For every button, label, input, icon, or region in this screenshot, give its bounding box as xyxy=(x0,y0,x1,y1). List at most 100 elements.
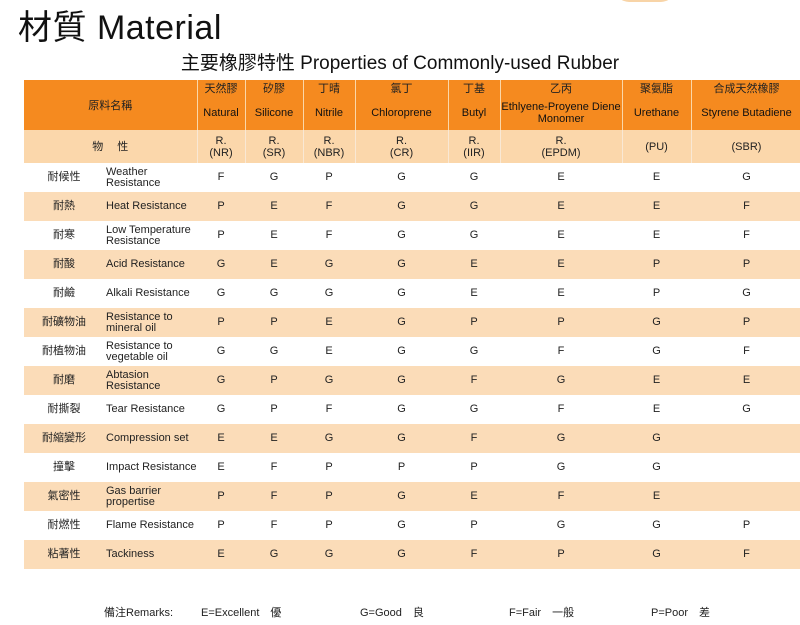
rating-cell: E xyxy=(303,308,355,337)
rating-cell: G xyxy=(500,453,622,482)
column-code-4: R. (CR) xyxy=(355,130,449,163)
rating-cell: G xyxy=(303,279,355,308)
rating-cell: P xyxy=(197,482,245,511)
property-name-en: Weather Resistance xyxy=(104,163,197,192)
column-en-2: Silicone xyxy=(245,96,304,130)
rating-cell: G xyxy=(355,395,448,424)
rating-cell xyxy=(691,482,800,511)
rating-cell: G xyxy=(355,424,448,453)
column-code-6: R. (EPDM) xyxy=(500,130,623,163)
column-zh-6: 乙丙 xyxy=(500,80,623,96)
physical-property-header: 物 性 xyxy=(24,130,198,163)
rating-cell: P xyxy=(448,511,500,540)
property-name-zh: 氣密性 xyxy=(24,482,104,511)
property-name-zh: 耐酸 xyxy=(24,250,104,279)
rating-cell: G xyxy=(303,250,355,279)
rating-cell: F xyxy=(691,221,800,250)
header-code-row: 物 性 R. (NR) R. (SR) R. (NBR) R. (CR) R. (IIR) R. (E… xyxy=(24,130,800,163)
property-name-en: Tackiness xyxy=(104,540,197,569)
rating-cell: P xyxy=(622,279,691,308)
rating-cell: G xyxy=(691,395,800,424)
property-row: 耐燃性 Flame Resistance P F P G P G G P xyxy=(24,511,800,540)
column-en-4: Chloroprene xyxy=(355,96,449,130)
rating-cell: E xyxy=(500,221,622,250)
rating-cell: E xyxy=(245,250,303,279)
rating-cell: E xyxy=(197,424,245,453)
rating-cell: P xyxy=(500,540,622,569)
column-en-7: Urethane xyxy=(622,96,692,130)
decorative-arc xyxy=(615,0,675,2)
property-name-en: Abtasion Resistance xyxy=(104,366,197,395)
rating-cell: E xyxy=(622,366,691,395)
rating-cell: F xyxy=(448,424,500,453)
rating-cell: G xyxy=(355,511,448,540)
property-row: 撞擊 Impact Resistance E F P P P G G xyxy=(24,453,800,482)
page-title: 材質 Material xyxy=(18,9,222,47)
property-name-en: Gas barrier propertise xyxy=(104,482,197,511)
rating-cell: G xyxy=(355,540,448,569)
column-code-line2: (CR) xyxy=(389,146,414,159)
rating-cell: E xyxy=(448,279,500,308)
rating-cell: G xyxy=(355,366,448,395)
rating-cell: P xyxy=(197,192,245,221)
rating-cell: G xyxy=(691,163,800,192)
property-name-en: Resistance to mineral oil xyxy=(104,308,197,337)
column-code-2: R. (SR) xyxy=(245,130,304,163)
property-name-zh: 耐寒 xyxy=(24,221,104,250)
rating-cell: G xyxy=(197,337,245,366)
column-en-8: Styrene Butadiene xyxy=(691,96,800,130)
column-code-line2: (SBR) xyxy=(731,140,762,153)
rating-cell: P xyxy=(197,511,245,540)
rating-cell: P xyxy=(303,453,355,482)
rating-cell: F xyxy=(500,482,622,511)
rating-cell: G xyxy=(622,308,691,337)
rating-cell: F xyxy=(448,540,500,569)
property-name-en: Alkali Resistance xyxy=(104,279,197,308)
rating-cell: G xyxy=(355,221,448,250)
legend-poor: P=Poor 差 xyxy=(651,607,710,619)
column-zh-3: 丁晴 xyxy=(303,80,356,96)
column-en-5: Butyl xyxy=(448,96,501,130)
rating-cell: E xyxy=(303,337,355,366)
rating-cell: F xyxy=(448,366,500,395)
legend-fair: F=Fair 一般 xyxy=(509,607,575,619)
material-name-header: 原料名稱 xyxy=(24,80,198,130)
rating-cell: P xyxy=(245,308,303,337)
rating-cell: G xyxy=(691,279,800,308)
rating-cell: P xyxy=(303,163,355,192)
rating-cell: F xyxy=(197,163,245,192)
rating-cell: G xyxy=(448,337,500,366)
rating-cell: E xyxy=(245,221,303,250)
column-code-line2: (NBR) xyxy=(313,146,345,159)
rating-cell: G xyxy=(500,424,622,453)
property-name-zh: 耐撕裂 xyxy=(24,395,104,424)
remarks-line: 備注Remarks: E=Excellent 優 G=Good 良 F=Fair… xyxy=(0,604,800,622)
properties-table: 原料名稱 天然膠 矽膠 丁晴 氯丁 丁基 乙丙 聚氨脂 合成天然橡膠 Natural Silic… xyxy=(24,80,800,569)
column-en-1: Natural xyxy=(197,96,246,130)
rating-cell: P xyxy=(448,453,500,482)
rating-cell: G xyxy=(448,221,500,250)
legend-good: G=Good 良 xyxy=(360,607,424,619)
rating-cell: G xyxy=(197,250,245,279)
rating-cell: P xyxy=(355,453,448,482)
rating-cell: P xyxy=(691,308,800,337)
rating-cell: G xyxy=(500,366,622,395)
rating-cell: P xyxy=(197,308,245,337)
rating-cell: F xyxy=(691,192,800,221)
property-name-zh: 粘著性 xyxy=(24,540,104,569)
column-zh-4: 氯丁 xyxy=(355,80,449,96)
column-en-6: Ethlyene-Proyene Diene Monomer xyxy=(500,96,623,130)
rating-cell: G xyxy=(355,482,448,511)
property-name-en: Tear Resistance xyxy=(104,395,197,424)
rating-cell: G xyxy=(245,163,303,192)
rating-cell: E xyxy=(448,482,500,511)
rating-cell: G xyxy=(622,511,691,540)
property-name-zh: 耐燃性 xyxy=(24,511,104,540)
header-zh-row: 原料名稱 天然膠 矽膠 丁晴 氯丁 丁基 乙丙 聚氨脂 合成天然橡膠 xyxy=(24,80,800,130)
rating-cell: P xyxy=(303,511,355,540)
property-row: 氣密性 Gas barrier propertise P F P G E F E xyxy=(24,482,800,511)
column-code-line1: R. xyxy=(396,134,407,147)
rating-cell: G xyxy=(245,279,303,308)
column-code-line1: R. xyxy=(555,134,567,147)
rating-cell: G xyxy=(245,540,303,569)
